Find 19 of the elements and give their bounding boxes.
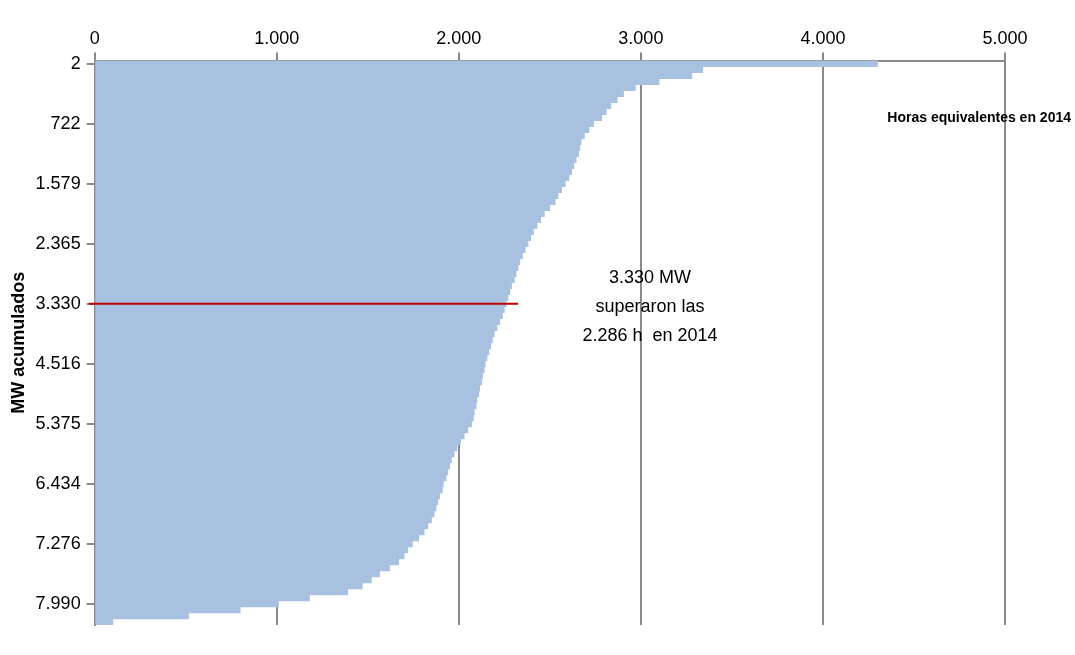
y-tick-label: 4.516 [35, 352, 81, 373]
annotation: 3.330 MW superaron las 2.286 h en 2014 [582, 266, 718, 345]
y-tick-label: 2.365 [35, 232, 81, 253]
y-tick-label: 7.990 [35, 592, 81, 613]
y-tick-label: 722 [50, 112, 81, 133]
x-tick-label: 3.000 [618, 27, 664, 48]
x-tick-label: 0 [89, 27, 100, 48]
y-tick-label: 2 [70, 52, 81, 73]
y-tick-label: 7.276 [35, 532, 81, 553]
y-tick-label: 6.434 [35, 472, 81, 493]
y-tick-label: 3.330 [35, 292, 81, 313]
x-tick-label: 5.000 [982, 27, 1028, 48]
x-tick-label: 1.000 [254, 27, 300, 48]
text: Horas equivalentes en 2014 [887, 109, 1072, 126]
y-axis-title: MW acumulados [7, 271, 28, 414]
x-tick-label: 2.000 [436, 27, 482, 48]
y-tick-label: 1.579 [35, 172, 81, 193]
x-tick-label: 4.000 [800, 27, 846, 48]
y-tick-label: 5.375 [35, 412, 81, 433]
